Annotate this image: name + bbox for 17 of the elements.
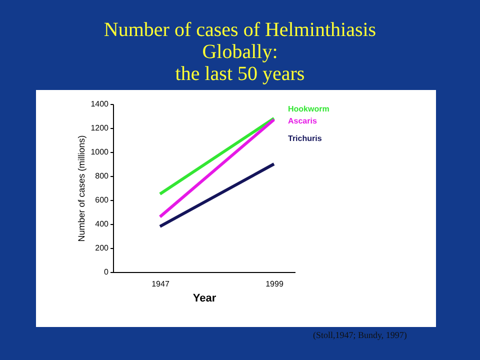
x-tick-label: 1947 xyxy=(152,280,170,288)
y-tick-label: 0 xyxy=(104,268,110,276)
y-tick-label: 1200 xyxy=(90,124,110,132)
text: (Stoll,1947; Bundy, 1997) xyxy=(313,330,407,340)
x-tick-label: 1999 xyxy=(266,280,284,288)
y-axis-title: Number of cases (millions) xyxy=(76,135,87,242)
series-label: Ascaris xyxy=(288,116,318,126)
chart-title: Number of cases of Helminthiasis Globally: the last 50 years xyxy=(104,19,376,85)
series-label: Hookworm xyxy=(288,104,330,114)
y-tick-label: 200 xyxy=(95,244,110,252)
y-tick-label: 600 xyxy=(95,196,110,204)
x-axis-title: Year xyxy=(192,292,217,304)
y-tick-label: 1400 xyxy=(90,100,110,108)
y-tick-label: 400 xyxy=(95,220,110,228)
text: Trichuris xyxy=(288,134,322,143)
y-tick-label: 800 xyxy=(95,172,110,180)
y-tick-label: 1000 xyxy=(90,148,110,156)
